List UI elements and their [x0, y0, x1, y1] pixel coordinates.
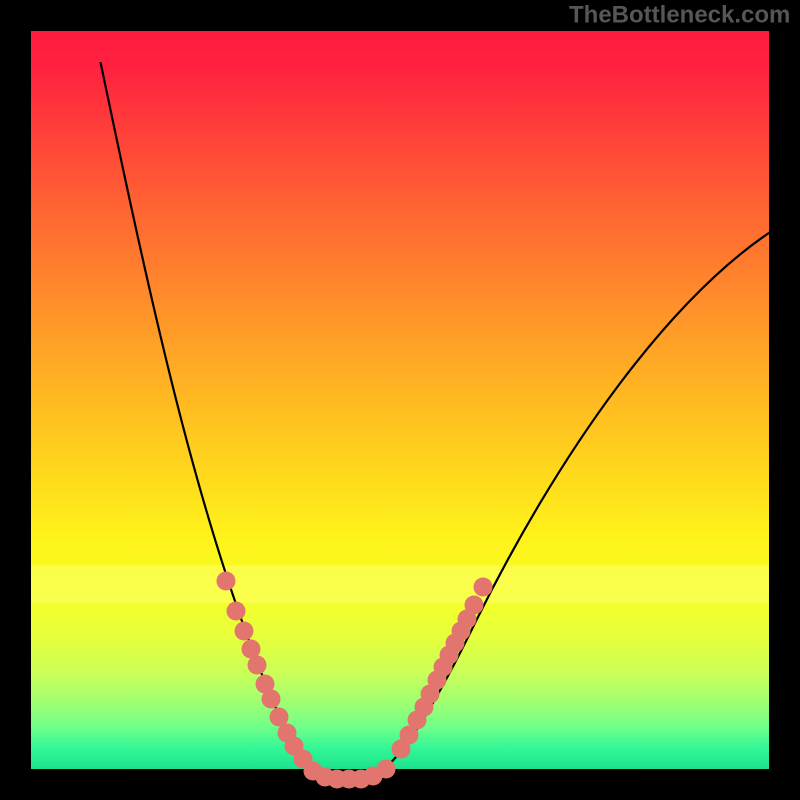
heat-gradient-background: [31, 31, 769, 769]
bottleneck-chart: TheBottleneck.com: [0, 0, 800, 800]
marker-point: [248, 656, 267, 675]
watermark-text: TheBottleneck.com: [569, 1, 790, 28]
marker-point: [377, 760, 396, 779]
marker-point: [262, 690, 281, 709]
marker-point: [227, 602, 246, 621]
marker-point: [217, 572, 236, 591]
marker-point: [235, 622, 254, 641]
marker-point: [465, 596, 484, 615]
marker-point: [474, 578, 493, 597]
highlight-band: [31, 565, 769, 603]
